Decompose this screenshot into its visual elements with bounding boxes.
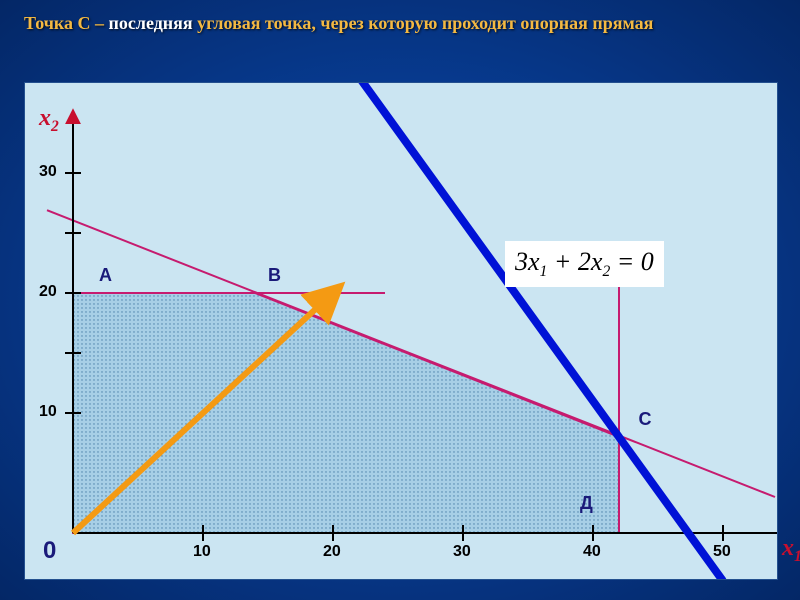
objective-equation: 3x1 + 2x2 = 0 <box>505 241 664 287</box>
y-tick-label: 30 <box>39 163 57 181</box>
origin-label: 0 <box>43 537 56 565</box>
x-axis-label: x1 <box>782 535 800 566</box>
x-tick-label: 40 <box>583 543 601 561</box>
x-tick-label: 20 <box>323 543 341 561</box>
point-label-B: B <box>268 265 281 286</box>
x-tick-label: 50 <box>713 543 731 561</box>
slide-title: Точка С – последняя угловая точка, через… <box>0 0 800 43</box>
chart-area: 3x1 + 2x2 = 0 x2 x1 0 1020304050102030AB… <box>24 82 778 580</box>
chart-svg <box>25 83 777 579</box>
y-tick-label: 20 <box>39 283 57 301</box>
point-label-Д: Д <box>580 493 593 514</box>
y-tick-label: 10 <box>39 403 57 421</box>
x-tick-label: 30 <box>453 543 471 561</box>
point-label-C: C <box>639 409 652 430</box>
x-tick-label: 10 <box>193 543 211 561</box>
point-label-A: A <box>99 265 112 286</box>
y-axis-label: x2 <box>39 105 59 136</box>
